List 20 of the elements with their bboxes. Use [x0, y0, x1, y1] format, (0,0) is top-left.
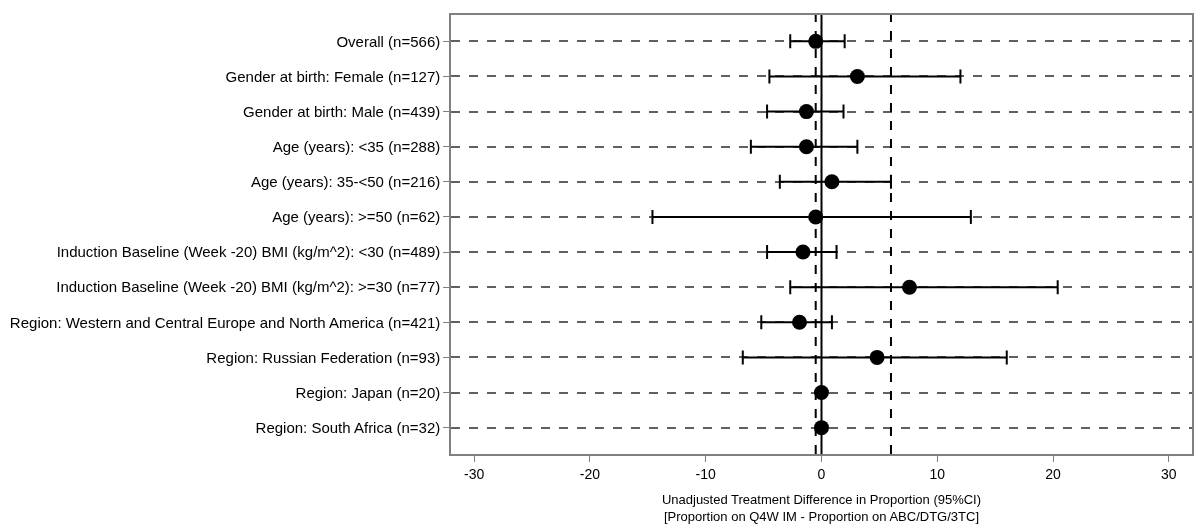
x-tick-label: -30: [464, 465, 485, 482]
y-tick-label: Age (years): 35-<50 (n=216): [250, 173, 441, 191]
y-tick-label: Region: Russian Federation (n=93): [206, 348, 441, 366]
x-tick-label: 0: [817, 465, 826, 482]
x-tick-label: 10: [929, 465, 946, 482]
y-tick-label: Gender at birth: Male (n=439): [243, 102, 441, 120]
x-axis-title: Unadjusted Treatment Difference in Proportion (95%CI) [Proportion on Q4W IM - Proportion on ABC/DTG/3TC]: [661, 491, 982, 524]
x-tick-label: 30: [1161, 465, 1177, 482]
y-tick-label: Gender at birth: Female (n=127): [225, 67, 441, 85]
x-tick-label: 20: [1045, 465, 1062, 482]
x-tick-label: -20: [579, 465, 601, 482]
y-tick-label: Region: Western and Central Europe and North America (n=421): [9, 313, 441, 331]
y-tick-label: Induction Baseline (Week -20) BMI (kg/m^2): >=30 (n=77): [56, 278, 441, 296]
y-tick-label: Induction Baseline (Week -20) BMI (kg/m^2): <30 (n=489): [56, 243, 441, 261]
y-tick-label: Region: South Africa (n=32): [255, 418, 441, 436]
y-tick-label: Overall (n=566): [336, 32, 441, 50]
y-tick-label: Region: Japan (n=20): [295, 383, 441, 401]
x-tick-label: -10: [695, 465, 717, 482]
y-tick-label: Age (years): >=50 (n=62): [272, 208, 441, 226]
y-tick-label: Age (years): <35 (n=288): [272, 137, 441, 155]
